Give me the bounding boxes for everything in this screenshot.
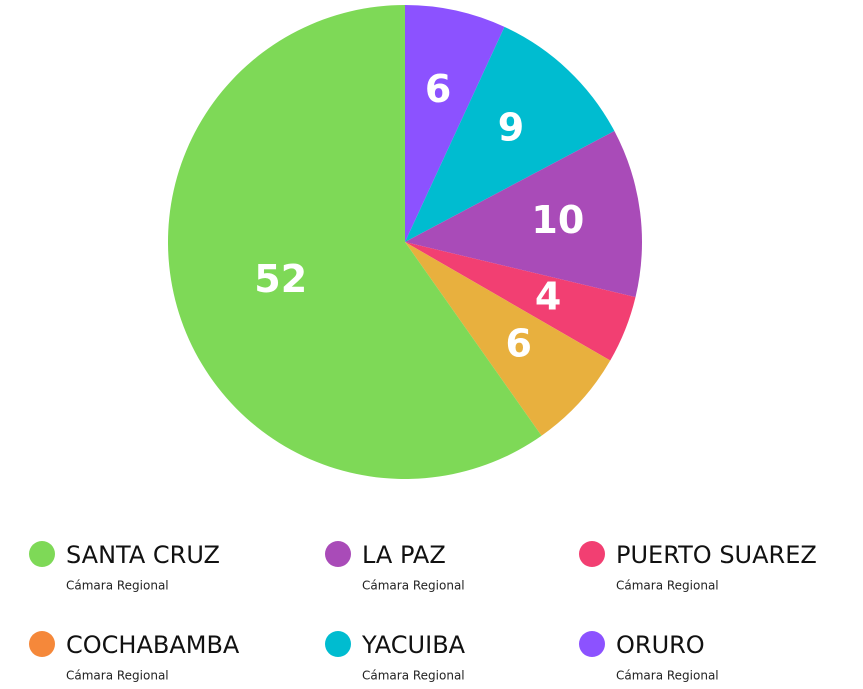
legend-name: ORURO xyxy=(616,631,705,659)
slice-label: 52 xyxy=(254,257,307,301)
pie-slice xyxy=(405,242,636,361)
slice-label: 4 xyxy=(535,275,561,319)
legend-dot xyxy=(29,541,55,567)
pie-slice xyxy=(405,5,505,242)
legend-name: PUERTO SUAREZ xyxy=(616,541,817,569)
legend-note: Cámara Regional xyxy=(362,669,465,683)
legend-name: LA PAZ xyxy=(362,541,446,569)
slice-label: 9 xyxy=(498,106,524,150)
legend-note: Cámara Regional xyxy=(362,579,465,593)
legend-note: Cámara Regional xyxy=(66,579,169,593)
legend-dot xyxy=(325,631,351,657)
legend-note: Cámara Regional xyxy=(616,669,719,683)
legend-name: COCHABAMBA xyxy=(66,631,240,659)
legend-dot xyxy=(579,631,605,657)
slice-label: 6 xyxy=(506,321,532,365)
legend-note: Cámara Regional xyxy=(616,579,719,593)
legend-dot xyxy=(325,541,351,567)
pie-slice xyxy=(405,130,642,298)
legend-name: SANTA CRUZ xyxy=(66,541,220,569)
legend-name: YACUIBA xyxy=(361,631,466,659)
slice-label: 6 xyxy=(425,67,451,111)
legend-dot xyxy=(579,541,605,567)
pie-slice xyxy=(405,242,611,436)
legend-dot xyxy=(29,631,55,657)
legend-note: Cámara Regional xyxy=(66,669,169,683)
pie-slice xyxy=(405,26,615,242)
pie-slice xyxy=(167,5,542,479)
slice-label: 10 xyxy=(531,198,584,242)
